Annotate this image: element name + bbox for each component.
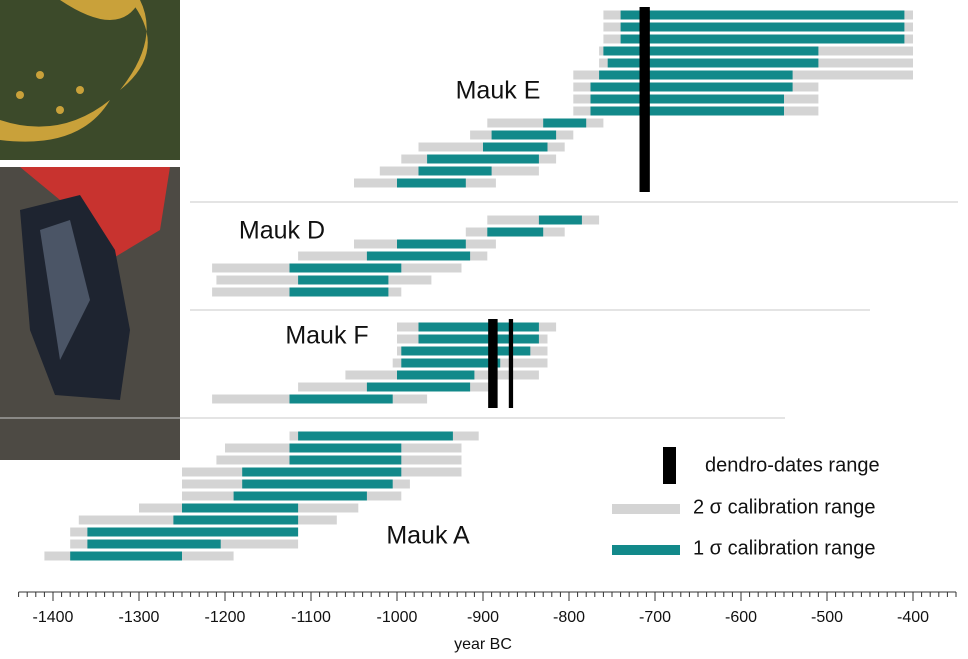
range-1sigma <box>298 276 388 285</box>
range-1sigma <box>427 155 539 164</box>
dendro-range <box>640 7 650 192</box>
x-axis-title: year BC <box>454 636 512 653</box>
range-1sigma <box>483 143 548 152</box>
photo-dot <box>76 86 84 94</box>
range-1sigma <box>290 456 402 465</box>
range-1sigma <box>397 371 474 380</box>
range-1sigma <box>591 107 785 116</box>
x-tick-label: -500 <box>811 609 843 626</box>
group-label: Mauk D <box>239 217 325 245</box>
range-1sigma <box>397 179 466 188</box>
range-1sigma <box>367 383 470 392</box>
range-1sigma <box>621 11 905 20</box>
x-tick-label: -1400 <box>33 609 74 626</box>
range-1sigma <box>290 288 389 297</box>
range-1sigma <box>599 71 793 80</box>
dendro-range <box>509 319 513 408</box>
x-tick-label: -800 <box>553 609 585 626</box>
range-1sigma <box>608 59 819 68</box>
range-1sigma <box>87 540 220 549</box>
legend-swatch <box>663 447 676 484</box>
group-label: Mauk E <box>456 77 541 105</box>
range-1sigma <box>173 516 298 525</box>
x-tick-label: -1200 <box>205 609 246 626</box>
range-1sigma <box>419 335 539 344</box>
legend-label: dendro-dates range <box>705 454 880 476</box>
group-label: Mauk A <box>386 522 470 550</box>
x-tick-label: -600 <box>725 609 757 626</box>
range-1sigma <box>242 480 393 489</box>
x-tick-label: -1000 <box>377 609 418 626</box>
range-1sigma <box>182 504 298 513</box>
range-1sigma <box>70 552 182 561</box>
range-1sigma <box>290 264 402 273</box>
range-1sigma <box>603 47 818 56</box>
photo-dot <box>36 71 44 79</box>
x-tick-label: -900 <box>467 609 499 626</box>
range-1sigma <box>492 131 556 140</box>
group-label: Mauk F <box>285 322 368 350</box>
legend-swatch <box>612 545 680 555</box>
range-1sigma <box>621 23 905 32</box>
range-1sigma <box>419 323 539 332</box>
range-1sigma <box>367 252 470 261</box>
range-1sigma <box>298 432 453 441</box>
legend-swatch <box>612 504 680 514</box>
range-1sigma <box>419 167 492 176</box>
range-1sigma <box>234 492 367 501</box>
range-1sigma <box>290 444 402 453</box>
dendro-range <box>488 319 497 408</box>
range-1sigma <box>87 528 298 537</box>
range-1sigma <box>290 395 393 404</box>
legend-label: 1 σ calibration range <box>693 537 875 559</box>
x-tick-label: -700 <box>639 609 671 626</box>
photo-dot <box>16 91 24 99</box>
range-1sigma <box>487 228 543 237</box>
range-1sigma <box>543 119 586 128</box>
range-1sigma <box>397 240 466 249</box>
range-1sigma <box>401 359 500 368</box>
photos <box>0 0 180 460</box>
range-1sigma <box>591 95 785 104</box>
range-1sigma <box>591 83 793 92</box>
x-tick-label: -1300 <box>119 609 160 626</box>
range-1sigma <box>539 216 582 225</box>
photo-dot <box>56 106 64 114</box>
x-tick-label: -400 <box>897 609 929 626</box>
x-tick-label: -1100 <box>291 609 331 626</box>
chart: year BC -1400 -1300 -1200 -1100 -1000 -900 -80… <box>0 0 968 659</box>
range-1sigma <box>621 35 905 44</box>
range-1sigma <box>242 468 401 477</box>
legend-label: 2 σ calibration range <box>693 496 875 518</box>
